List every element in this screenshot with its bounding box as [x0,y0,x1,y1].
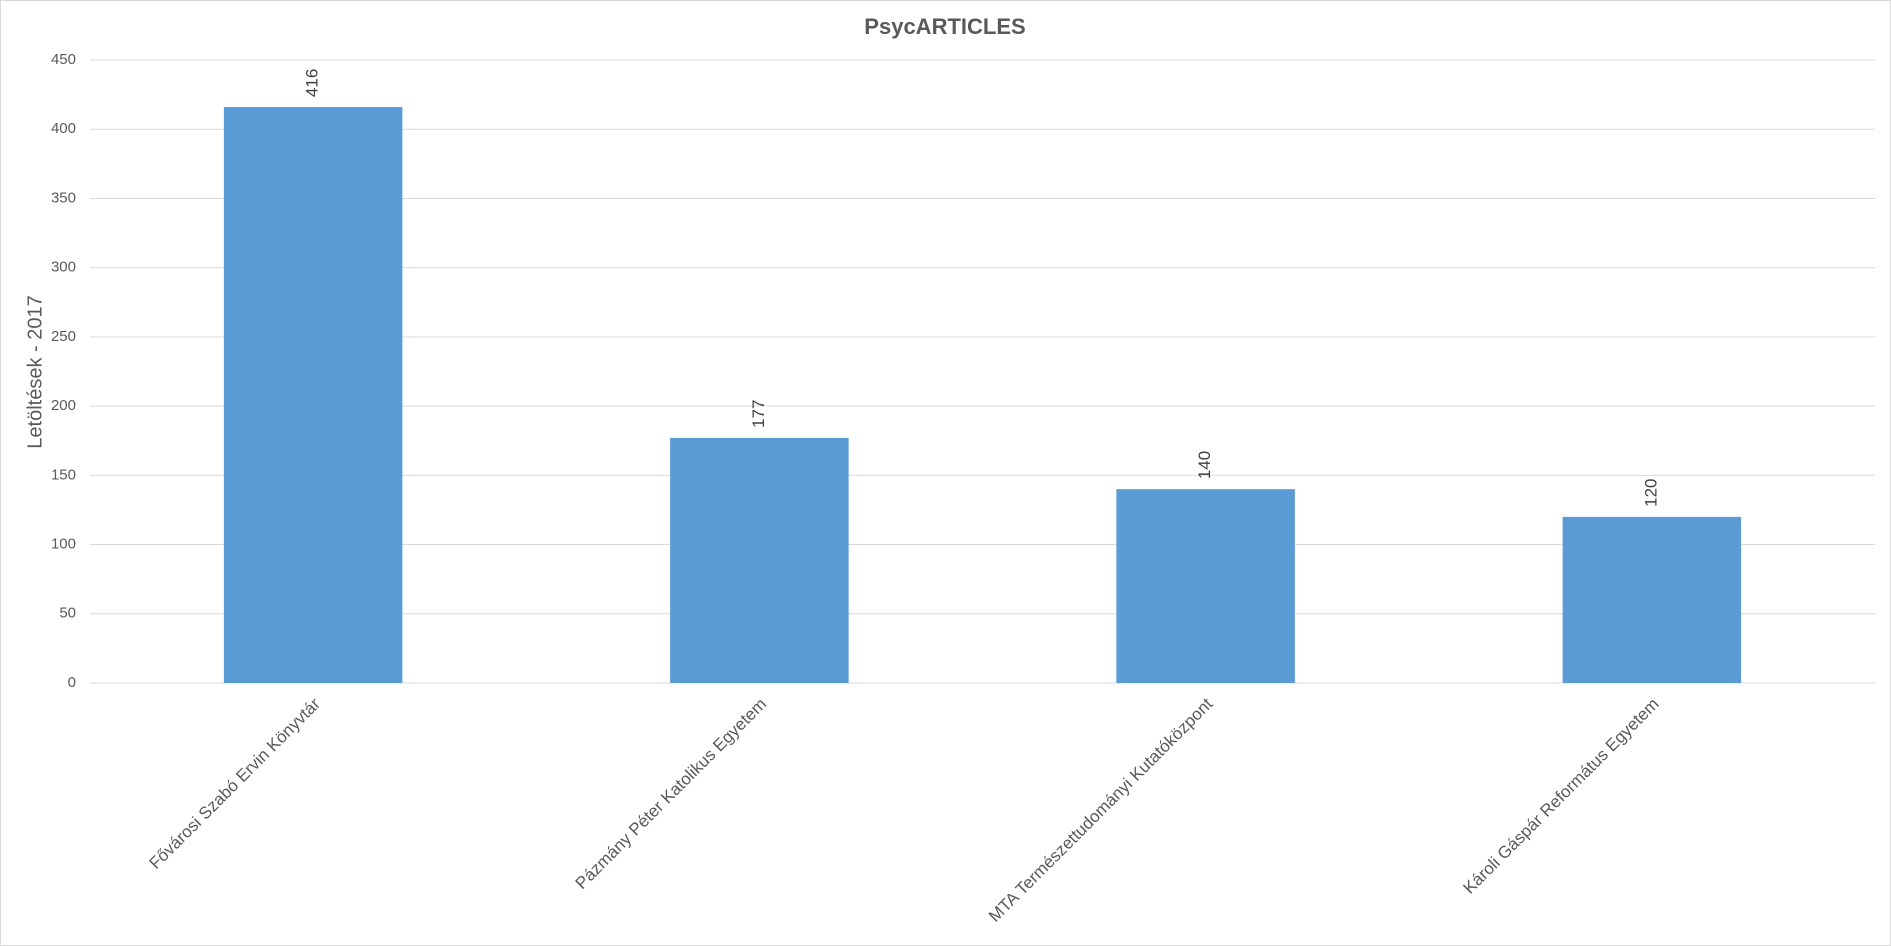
data-label: 120 [1641,478,1660,506]
y-tick-label: 100 [51,536,76,553]
y-tick-label: 300 [51,259,76,276]
data-label: 140 [1195,451,1214,479]
bar [1116,489,1295,683]
y-tick-label: 450 [51,51,76,68]
chart-title: PsycARTICLES [864,14,1025,39]
y-tick-label: 150 [51,466,76,483]
y-axis-title: Letöltések - 2017 [24,295,46,448]
y-tick-label: 50 [59,605,76,622]
y-tick-label: 400 [51,120,76,137]
data-label: 416 [303,69,322,97]
bar [223,107,403,684]
bar [670,437,849,683]
data-label: 177 [749,400,768,428]
y-tick-label: 0 [68,674,76,691]
bar [1562,516,1742,683]
y-tick-label: 250 [51,328,76,345]
y-tick-label: 350 [51,189,76,206]
y-tick-label: 200 [51,397,76,414]
